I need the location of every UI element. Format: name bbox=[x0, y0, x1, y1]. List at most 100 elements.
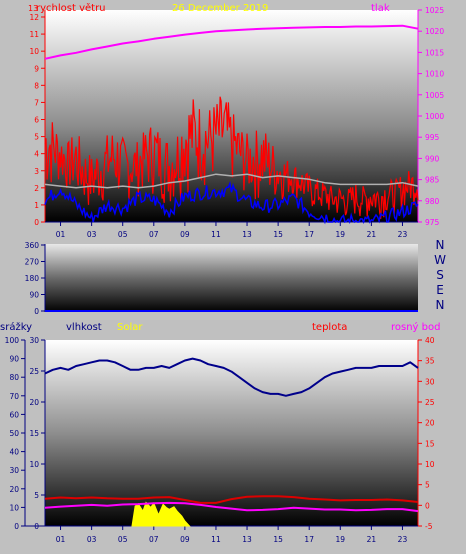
rain-x-tick-label: 23 bbox=[398, 535, 408, 544]
direction-y-tick-label: 90 bbox=[29, 291, 39, 300]
temperature-y-tick-label: 10 bbox=[425, 460, 435, 469]
wind-y-tick-label: 10 bbox=[29, 47, 39, 56]
compass-label-n: N bbox=[436, 238, 445, 252]
direction-y-tick-labels: 0 90 180 270 360 bbox=[25, 241, 45, 316]
pressure-y-tick-label: 990 bbox=[425, 154, 440, 163]
humidity-line bbox=[44, 357, 419, 397]
wind-y-tick-label: 3 bbox=[34, 167, 39, 176]
rain-x-tick-label: 07 bbox=[149, 535, 159, 544]
rain-x-tick-labels: 01 03 05 07 09 11 13 15 17 19 21 23 bbox=[56, 526, 408, 544]
rain-series-label: srážky bbox=[0, 321, 32, 333]
rain-x-tick-label: 11 bbox=[211, 535, 221, 544]
solar-y-tick-labels: 0 5 10 15 20 25 30 bbox=[29, 336, 45, 531]
direction-y-tick-label: 0 bbox=[34, 307, 39, 316]
temperature-y-tick-label: 20 bbox=[425, 419, 435, 428]
wind-x-tick-label: 01 bbox=[56, 230, 66, 239]
temperature-y-tick-labels: -5 0 5 10 15 20 25 30 35 40 bbox=[418, 336, 435, 531]
temperature-series-label: teplota bbox=[312, 322, 347, 333]
humidity-series-label: vlhkost bbox=[66, 322, 102, 333]
wind-series-label: rychlost větru bbox=[36, 2, 106, 14]
temperature-y-tick-label: 25 bbox=[425, 398, 435, 407]
pressure-series-label: tlak bbox=[371, 3, 390, 14]
wind-x-tick-label: 21 bbox=[367, 230, 377, 239]
pressure-y-tick-label: 1000 bbox=[425, 112, 444, 121]
rain-x-tick-label: 17 bbox=[304, 535, 314, 544]
pressure-y-tick-label: 975 bbox=[425, 218, 440, 227]
temperature-y-tick-label: 30 bbox=[425, 377, 435, 386]
rain-y-tick-label: 20 bbox=[9, 485, 19, 494]
wind-x-tick-label: 15 bbox=[273, 230, 283, 239]
solar-series-label: Solar bbox=[117, 322, 143, 333]
temperature-line bbox=[44, 495, 419, 504]
temperature-y-tick-label: 35 bbox=[425, 357, 435, 366]
solar-area bbox=[131, 501, 191, 527]
rain-x-tick-label: 09 bbox=[180, 535, 190, 544]
rain-x-tick-label: 15 bbox=[273, 535, 283, 544]
wind-y-tick-label: 5 bbox=[34, 133, 39, 142]
temperature-y-tick-label: 40 bbox=[425, 336, 435, 345]
wind-x-tick-label: 17 bbox=[304, 230, 314, 239]
solar-y-tick-label: 10 bbox=[29, 460, 39, 469]
wind-x-tick-label: 19 bbox=[336, 230, 346, 239]
pressure-y-tick-label: 985 bbox=[425, 176, 440, 185]
rain-y-tick-label: 10 bbox=[9, 503, 19, 512]
pressure-y-tick-label: 1010 bbox=[425, 70, 444, 79]
chart-date-title: 26 December 2019 bbox=[172, 3, 268, 14]
rain-y-tick-label: 40 bbox=[9, 448, 19, 457]
rain-x-tick-label: 19 bbox=[336, 535, 346, 544]
wind-x-tick-label: 09 bbox=[180, 230, 190, 239]
wind-y-tick-label: 12 bbox=[29, 13, 39, 22]
direction-y-tick-label: 270 bbox=[25, 258, 40, 267]
wind-y-tick-label: 4 bbox=[34, 150, 39, 159]
compass-label-s: S bbox=[436, 268, 444, 282]
solar-y-tick-label: 30 bbox=[29, 336, 39, 345]
pressure-y-tick-labels: 975 980 985 990 995 1000 1005 1010 1015 1020 1025 bbox=[418, 6, 444, 227]
wind-x-tick-label: 03 bbox=[87, 230, 97, 239]
wind-y-tick-label: 8 bbox=[34, 81, 39, 90]
rain-x-tick-label: 13 bbox=[242, 535, 252, 544]
wind-y-tick-label: 6 bbox=[34, 116, 39, 125]
wind-y-tick-label: 9 bbox=[34, 64, 39, 73]
wind-y-tick-label: 11 bbox=[29, 30, 39, 39]
compass-label-n: N bbox=[436, 298, 445, 312]
compass-label-e: E bbox=[436, 283, 444, 297]
solar-y-tick-label: 20 bbox=[29, 398, 39, 407]
wind-x-tick-label: 13 bbox=[242, 230, 252, 239]
wind-x-tick-label: 07 bbox=[149, 230, 159, 239]
wind-x-tick-label: 05 bbox=[118, 230, 128, 239]
wind-direction-plot-area bbox=[45, 244, 418, 312]
wind-y-tick-label: 1 bbox=[34, 201, 39, 210]
wind-gust-average-line bbox=[44, 173, 419, 189]
pressure-y-tick-label: 1005 bbox=[425, 91, 444, 100]
temperature-y-tick-label: 15 bbox=[425, 439, 435, 448]
rain-y-tick-labels: 0 10 20 30 40 50 60 70 80 90 100 bbox=[5, 336, 25, 531]
compass-label-w: W bbox=[434, 253, 446, 267]
solar-y-tick-label: 5 bbox=[34, 491, 39, 500]
wind-y-tick-label: 2 bbox=[34, 184, 39, 193]
pressure-y-tick-label: 995 bbox=[425, 133, 440, 142]
pressure-y-tick-label: 1015 bbox=[425, 48, 444, 57]
rain-y-tick-label: 50 bbox=[9, 429, 19, 438]
rain-y-tick-label: 0 bbox=[14, 522, 19, 531]
pressure-y-tick-label: 1025 bbox=[425, 6, 444, 15]
rain-y-tick-label: 30 bbox=[9, 466, 19, 475]
rain-x-tick-label: 01 bbox=[56, 535, 66, 544]
solar-y-tick-label: 25 bbox=[29, 367, 39, 376]
temperature-y-tick-label: 0 bbox=[425, 501, 430, 510]
pressure-y-tick-label: 980 bbox=[425, 197, 440, 206]
wind-minimum-line bbox=[44, 180, 419, 225]
temperature-y-tick-label: 5 bbox=[425, 481, 430, 490]
wind-y-tick-label: 0 bbox=[34, 218, 39, 227]
wind-y-tick-label: 7 bbox=[34, 98, 39, 107]
direction-y-tick-label: 180 bbox=[25, 274, 40, 283]
wind-x-tick-label: 11 bbox=[211, 230, 221, 239]
solar-y-tick-label: 0 bbox=[34, 522, 39, 531]
pressure-y-tick-label: 1020 bbox=[425, 27, 444, 36]
wind-x-tick-label: 23 bbox=[398, 230, 408, 239]
solar-y-tick-label: 15 bbox=[29, 429, 39, 438]
wind-axis-top-label: 13 bbox=[28, 4, 38, 13]
rain-y-tick-label: 60 bbox=[9, 410, 19, 419]
